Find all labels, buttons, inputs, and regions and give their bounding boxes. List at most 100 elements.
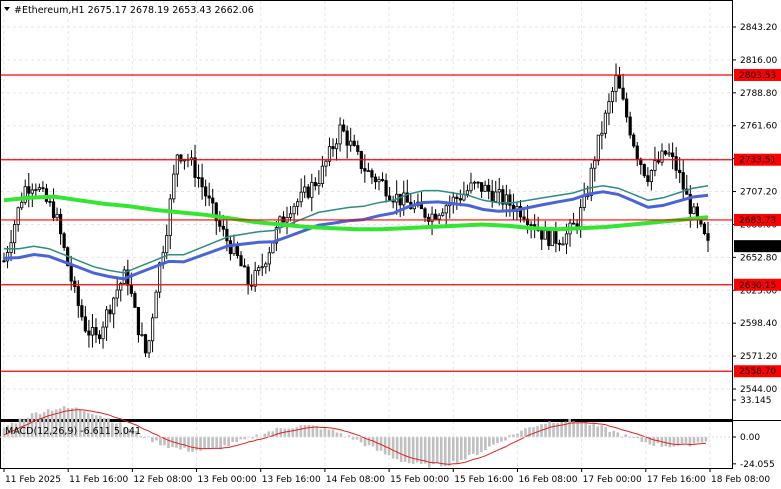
candle-body [458, 198, 462, 201]
macd-bar [379, 437, 383, 451]
macd-bar [668, 437, 672, 448]
macd-bar [251, 437, 255, 439]
macd-bar [275, 427, 279, 437]
candle-body [685, 188, 689, 195]
candle-body [579, 207, 583, 227]
time-tick-label: 13 Feb 00:00 [198, 475, 257, 485]
macd-bar [199, 437, 202, 451]
candle-body [642, 164, 646, 177]
candle-body [543, 230, 547, 240]
candle-body [649, 170, 653, 183]
macd-bar [231, 437, 234, 443]
candle-body [356, 145, 360, 152]
macd-tick-label: -24.055 [740, 460, 775, 470]
macd-bar [656, 437, 660, 444]
macd-bar [684, 437, 688, 443]
candle-body [504, 194, 508, 205]
macd-bar [640, 437, 644, 442]
macd-bar [460, 437, 463, 461]
candle-body [525, 218, 530, 225]
candle-body [37, 187, 41, 190]
moving-average-slow [3, 194, 709, 232]
candle-body [239, 255, 243, 267]
candle-body [218, 220, 222, 227]
candle-body [90, 327, 95, 336]
macd-bar [26, 417, 30, 437]
macd-bar [42, 412, 46, 437]
candle-body [547, 230, 551, 247]
macd-tick-label: 33.145 [740, 396, 772, 406]
macd-bar [556, 423, 559, 437]
macd-bar [163, 437, 166, 446]
candle-body [119, 283, 123, 291]
candle-body [165, 235, 169, 254]
macd-bar [315, 426, 319, 437]
macd-bar [2, 427, 6, 437]
candle-body [112, 297, 116, 315]
price-tick-label: 2544.00 [740, 385, 777, 395]
macd-bar [139, 435, 142, 437]
candle-body [303, 186, 307, 193]
candle-body [87, 330, 91, 336]
candle-body [228, 240, 233, 255]
candle-body [455, 196, 459, 199]
candle-body [175, 154, 179, 175]
candle-body [288, 213, 293, 218]
macd-bar [476, 437, 479, 455]
time-axis[interactable]: 11 Feb 2025 11 Feb 16:00 12 Feb 08:00 13 Fe… [3, 468, 770, 485]
macd-bar [347, 435, 351, 437]
candle-body [494, 191, 498, 202]
candle-body [380, 179, 385, 181]
macd-bar [239, 437, 242, 440]
candle-body [596, 134, 600, 162]
macd-bar [624, 434, 628, 437]
candle-body [600, 132, 604, 136]
macd-bar [339, 433, 343, 437]
macd-bar [54, 409, 58, 437]
candle-body [518, 206, 523, 218]
candle-body [405, 192, 409, 203]
macd-bar [419, 437, 423, 465]
candle-body [296, 201, 300, 207]
candle-body [635, 145, 639, 160]
macd-bar [407, 437, 411, 464]
candle-body [211, 197, 215, 204]
macd-bar [576, 423, 579, 437]
candle-body [143, 334, 148, 354]
candle-body [688, 193, 692, 214]
macd-bar [664, 437, 668, 447]
candle-body [27, 186, 31, 194]
macd-bar [219, 437, 222, 450]
candle-body [373, 176, 378, 183]
macd-bar [451, 437, 455, 462]
candle-body [136, 306, 141, 336]
macd-histogram [2, 406, 708, 468]
candle-body [582, 195, 586, 208]
macd-bar [14, 423, 18, 437]
candle-body [104, 309, 109, 328]
macd-bar [111, 422, 114, 437]
macd-bar [227, 437, 230, 447]
price-pane-border [0, 0, 733, 420]
price-tick-label: 2816.00 [740, 56, 777, 66]
horizontal-grid [1, 26, 732, 390]
candle-body [681, 172, 685, 190]
candle-body [554, 229, 558, 244]
macd-bar [464, 437, 467, 460]
candle-body [221, 225, 225, 230]
macd-bar [496, 437, 499, 443]
macd-bar [143, 437, 146, 439]
macd-bar [455, 437, 459, 464]
candle-body [625, 98, 629, 118]
candle-body [671, 152, 675, 158]
chevron-down-icon[interactable] [4, 7, 10, 11]
candle-body [179, 154, 183, 162]
macd-bar [600, 425, 604, 437]
candle-body [147, 340, 151, 354]
candle-body [9, 242, 13, 253]
candle-body [423, 208, 427, 218]
candle-body [550, 229, 554, 247]
time-tick-label: 16 Feb 08:00 [518, 475, 577, 485]
candle-body [345, 130, 349, 146]
